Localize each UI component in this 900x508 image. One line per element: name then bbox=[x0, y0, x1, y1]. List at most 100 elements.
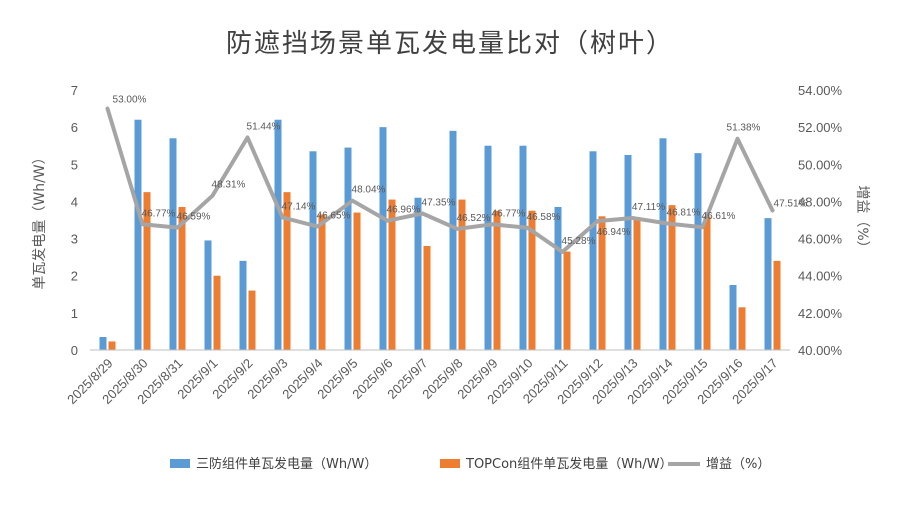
gain-data-label: 46.94% bbox=[597, 227, 631, 238]
gain-data-label: 46.59% bbox=[177, 212, 211, 223]
y2-tick-label: 48.00% bbox=[798, 194, 843, 209]
bar-series2 bbox=[143, 192, 151, 350]
y-tick-label: 1 bbox=[71, 306, 78, 321]
line-group bbox=[105, 106, 775, 254]
gain-data-label: 46.52% bbox=[457, 213, 491, 224]
chart-title: 防遮挡场景单瓦发电量比对（树叶） bbox=[226, 29, 674, 59]
gain-data-label: 47.14% bbox=[282, 201, 316, 212]
gain-data-label: 51.44% bbox=[247, 122, 281, 133]
bar-series2 bbox=[213, 275, 221, 350]
bar-series2 bbox=[738, 307, 746, 350]
bar-series1 bbox=[694, 153, 702, 350]
bar-series1 bbox=[309, 151, 317, 350]
gain-point bbox=[701, 225, 704, 229]
bar-series1 bbox=[134, 119, 142, 350]
bar-series1 bbox=[344, 147, 352, 350]
gain-data-label: 46.58% bbox=[527, 212, 561, 223]
y2-axis-title: 增益（%） bbox=[854, 185, 870, 254]
bar-series1 bbox=[519, 145, 527, 350]
gain-point bbox=[386, 219, 389, 223]
y-tick-label: 7 bbox=[71, 83, 78, 98]
bar-series1 bbox=[239, 260, 247, 350]
legend-label: 增益（%） bbox=[706, 457, 770, 472]
gain-data-label: 47.51% bbox=[774, 199, 808, 210]
gain-data-label: 48.04% bbox=[352, 185, 386, 196]
gain-point bbox=[526, 226, 529, 230]
gain-point bbox=[106, 107, 109, 111]
gain-point bbox=[316, 225, 319, 228]
bar-series1 bbox=[624, 155, 632, 350]
bar-group bbox=[99, 119, 781, 351]
bar-series1 bbox=[659, 138, 667, 350]
bar-series1 bbox=[729, 285, 737, 350]
y-tick-label: 5 bbox=[71, 157, 78, 172]
y-tick-label: 6 bbox=[71, 120, 78, 135]
gain-point bbox=[771, 209, 774, 213]
bar-series1 bbox=[484, 145, 492, 350]
gain-data-label: 46.96% bbox=[387, 205, 421, 216]
bar-series2 bbox=[528, 210, 536, 350]
bar-series2 bbox=[423, 246, 431, 350]
gain-point bbox=[666, 222, 669, 226]
y2-tick-label: 54.00% bbox=[798, 83, 843, 98]
bar-series1 bbox=[414, 197, 422, 350]
bar-series2 bbox=[633, 218, 641, 350]
gain-data-label: 46.81% bbox=[667, 208, 701, 219]
gain-data-label: 53.00% bbox=[113, 95, 147, 106]
bar-series1 bbox=[449, 130, 457, 350]
bar-series2 bbox=[318, 214, 326, 350]
bar-series1 bbox=[274, 119, 282, 350]
bar-series2 bbox=[493, 210, 501, 350]
bar-series2 bbox=[388, 199, 396, 350]
y-axis-title: 单瓦发电量（Wh/W） bbox=[32, 150, 48, 289]
gain-data-label: 48.31% bbox=[212, 180, 246, 191]
legend-swatch bbox=[440, 459, 460, 468]
bar-series1 bbox=[99, 337, 107, 350]
legend-label: TOPCon组件单瓦发电量（Wh/W） bbox=[465, 456, 673, 472]
gain-point bbox=[246, 136, 249, 140]
gain-data-label: 46.61% bbox=[702, 211, 736, 222]
y2-tick-label: 40.00% bbox=[798, 343, 843, 358]
bar-series2 bbox=[773, 260, 781, 350]
y2-tick-label: 50.00% bbox=[798, 157, 843, 172]
bar-series2 bbox=[668, 205, 676, 350]
gain-data-label: 45.28% bbox=[562, 236, 596, 247]
legend: 三防组件单瓦发电量（Wh/W） TOPCon组件单瓦发电量（Wh/W） 增益（%） bbox=[170, 456, 770, 472]
bar-series2 bbox=[458, 199, 466, 350]
y2-tick-label: 42.00% bbox=[798, 306, 843, 321]
gain-point bbox=[561, 250, 564, 254]
bar-series1 bbox=[379, 127, 387, 351]
gain-line bbox=[105, 106, 775, 254]
bar-series2 bbox=[108, 341, 116, 350]
gain-point bbox=[351, 199, 354, 203]
bar-series2 bbox=[563, 251, 571, 350]
gain-data-label: 51.38% bbox=[727, 123, 761, 134]
y-tick-label: 2 bbox=[71, 269, 78, 284]
bar-series2 bbox=[598, 216, 606, 350]
gain-point bbox=[456, 227, 459, 231]
bar-series1 bbox=[204, 240, 212, 350]
gain-data-label: 46.77% bbox=[142, 208, 176, 219]
y-tick-label: 0 bbox=[71, 343, 78, 358]
gain-point bbox=[421, 212, 424, 215]
gain-point bbox=[176, 226, 179, 230]
bar-series2 bbox=[248, 290, 256, 350]
gain-data-label: 46.77% bbox=[492, 208, 526, 219]
gain-point bbox=[631, 216, 634, 220]
y2-tick-label: 46.00% bbox=[798, 232, 843, 247]
gain-data-label: 47.35% bbox=[422, 198, 456, 209]
bar-series2 bbox=[178, 207, 186, 350]
bar-series2 bbox=[353, 212, 361, 350]
gain-point bbox=[141, 222, 144, 226]
bar-series1 bbox=[589, 151, 597, 350]
gain-data-label: 47.11% bbox=[632, 202, 665, 213]
bar-series1 bbox=[554, 207, 562, 350]
bar-series1 bbox=[764, 218, 772, 350]
bar-series2 bbox=[703, 216, 711, 350]
gain-point bbox=[736, 137, 739, 141]
gain-point bbox=[211, 194, 214, 198]
bar-series1 bbox=[169, 138, 177, 350]
y-tick-label: 3 bbox=[71, 232, 78, 247]
